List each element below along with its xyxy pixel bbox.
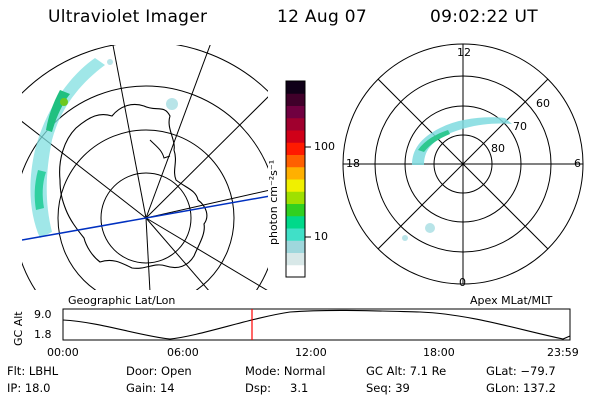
seq-field: Seq: 39 [366, 381, 410, 395]
colorbar-tick-10: 10 [314, 230, 328, 243]
mlt-diagonal [377, 78, 549, 250]
dsp-field: Dsp: [245, 381, 272, 395]
satellite-track [22, 195, 268, 241]
lat-circle [57, 129, 235, 290]
time-tick-2359: 23:59 [547, 346, 579, 359]
meridian-line [145, 189, 268, 219]
colorbar-band [286, 93, 305, 106]
aurora-spot [166, 98, 178, 110]
aurora-spot [425, 223, 435, 233]
date-label: 12 Aug 07 [277, 7, 367, 27]
time-tick-0000: 00:00 [47, 346, 79, 359]
aurora-spot [60, 98, 68, 106]
lat-circle [22, 85, 268, 290]
meridian-line [145, 217, 209, 290]
mlat-label-60: 60 [536, 97, 550, 110]
time-tick-1200: 12:00 [295, 346, 327, 359]
colorbar-band [286, 191, 305, 204]
lat-circle [100, 172, 192, 264]
mlt-label-12: 12 [457, 46, 471, 59]
meridian-line [145, 217, 151, 290]
colorbar-band [286, 228, 305, 241]
altitude-tick-1-8: 1.8 [34, 328, 52, 341]
colorbar-band [286, 105, 305, 119]
mlt-label-0: 0 [459, 276, 466, 289]
dsp-value: 3.1 [290, 381, 309, 395]
meridian-line [145, 96, 268, 219]
glat-field: GLat: −79.7 [486, 364, 556, 378]
mlat-label-80: 80 [491, 142, 505, 155]
gc-alt-field: GC Alt: 7.1 Re [366, 364, 447, 378]
colorbar-band [286, 166, 305, 180]
instrument-title: Ultraviolet Imager [48, 7, 208, 27]
colorbar-band [286, 252, 305, 266]
colorbar-band [286, 240, 305, 253]
flt-field: Flt: LBHL [7, 364, 59, 378]
colorbar-band [286, 142, 305, 155]
colorbar-tick-100: 100 [314, 140, 335, 153]
colorbar-band [286, 203, 305, 217]
door-field: Door: Open [126, 364, 192, 378]
colorbar-band [286, 130, 305, 143]
gain-field: Gain: 14 [126, 381, 175, 395]
colorbar-band [286, 264, 305, 278]
altitude-tick-9: 9.0 [34, 308, 52, 321]
aurora-oval-core [418, 130, 450, 152]
time-tick-1800: 18:00 [423, 346, 455, 359]
colorbar-band [286, 81, 305, 94]
coastline [149, 139, 171, 159]
colorbar-band [286, 117, 305, 131]
aurora-spot [402, 235, 408, 241]
mlt-label-6: 6 [574, 157, 581, 170]
geographic-label: Geographic Lat/Lon [68, 294, 176, 307]
meridian-line [145, 217, 268, 290]
ip-field: IP: 18.0 [7, 381, 51, 395]
apex-label: Apex MLat/MLT [470, 294, 553, 307]
altitude-curve [62, 309, 571, 340]
mlt-label-18: 18 [346, 157, 360, 170]
colorbar-band [286, 215, 305, 229]
glon-field: GLon: 137.2 [486, 381, 556, 395]
mlat-label-70: 70 [513, 120, 527, 133]
colorbar-band [286, 179, 305, 192]
time-label: 09:02:22 UT [430, 7, 538, 27]
colorbar-band [286, 154, 305, 168]
meridian-line [112, 45, 147, 219]
mode-field: Mode: Normal [245, 364, 326, 378]
time-tick-0600: 06:00 [167, 346, 199, 359]
meridian-line [145, 45, 211, 219]
aurora-spot [107, 59, 113, 65]
coastline [59, 103, 208, 269]
aurora-emission [34, 170, 46, 210]
